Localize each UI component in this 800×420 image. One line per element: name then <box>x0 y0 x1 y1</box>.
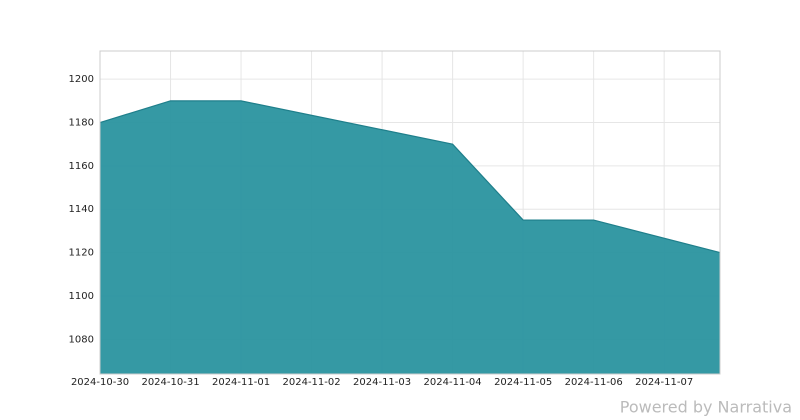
plot-frame <box>99 50 721 375</box>
x-tick-label: 2024-11-06 <box>565 377 623 388</box>
y-tick-label: 1120 <box>69 248 94 259</box>
y-tick-label: 1080 <box>69 334 94 345</box>
footer: Powered by Narrativa <box>620 398 792 417</box>
y-tick-label: 1100 <box>69 291 94 302</box>
y-tick-label: 1180 <box>69 118 94 129</box>
x-tick-label: 2024-10-31 <box>141 377 199 388</box>
x-tick-label: 2024-10-30 <box>71 377 129 388</box>
x-tick-label: 2024-11-07 <box>635 377 693 388</box>
y-tick-label: 1140 <box>69 204 94 215</box>
area <box>100 100 720 374</box>
area-line <box>99 100 721 254</box>
y-tick-label: 1200 <box>69 74 94 85</box>
x-tick-label: 2024-11-02 <box>283 377 341 388</box>
x-tick-label: 2024-11-05 <box>494 377 552 388</box>
y-tick-label: 1160 <box>69 161 94 172</box>
x-tick-label: 2024-11-04 <box>424 377 482 388</box>
x-tick-label: 2024-11-01 <box>212 377 270 388</box>
x-tick-label: 2024-11-03 <box>353 377 411 388</box>
